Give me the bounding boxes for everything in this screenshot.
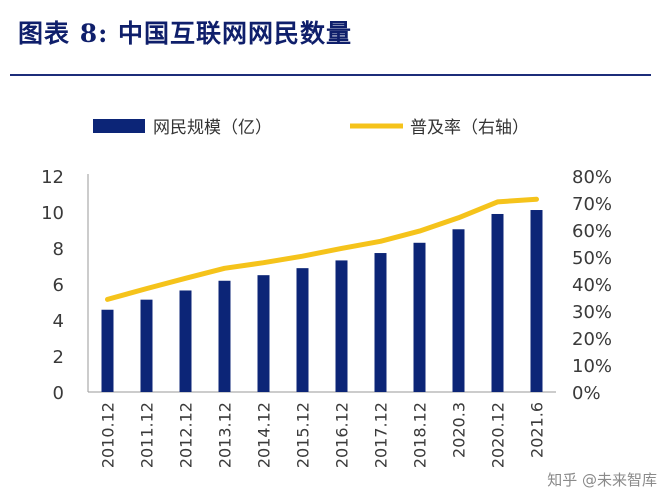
x-tick-label: 2010.12 [99,402,118,468]
x-tick-label: 2017.12 [372,402,391,468]
x-tick-label: 2020.3 [450,402,469,458]
x-tick-label: 2011.12 [138,402,157,468]
y2-tick-label: 30% [572,302,612,323]
bar [335,260,348,392]
y2-tick-label: 10% [572,356,612,377]
line-point [535,197,538,201]
y-tick-label: 4 [53,311,64,332]
line-point [106,297,109,301]
y-tick-label: 2 [53,347,64,368]
bar [179,290,192,392]
line-point [301,254,304,258]
y-tick-label: 8 [53,239,64,260]
line-point [379,239,382,243]
bar [374,253,387,392]
legend-bar-swatch [93,119,145,133]
watermark: 知乎 @未来智库 [547,471,657,489]
x-tick-label: 2014.12 [255,402,274,468]
bar [218,280,231,392]
x-tick-label: 2016.12 [333,402,352,468]
line-point [418,229,421,233]
line-point [184,276,187,280]
y-tick-label: 10 [41,203,64,224]
bar [257,275,270,392]
x-tick-label: 2021.6 [528,402,547,458]
penetration-line [105,196,539,302]
line-point [340,246,343,250]
x-tick-label: 2020.12 [489,402,508,468]
y2-tick-label: 70% [572,194,612,215]
bar [491,213,504,392]
plot-area: 0 2 4 6 8 10 12 0% 10% 20% 30% 40% 50% 60% 70% 80% 2010.… [41,167,612,468]
y2-tick-label: 50% [572,248,612,269]
line-point [262,261,265,265]
figure-title: 图表 8: 中国互联网网民数量 [18,19,353,48]
bar [413,242,426,392]
legend-line-label: 普及率（右轴） [410,118,529,138]
y-tick-label: 6 [53,275,64,296]
line-point [457,216,460,220]
x-tick-label: 2013.12 [216,402,235,468]
x-tick-label: 2012.12 [177,402,196,468]
line-point [496,200,499,204]
legend: 网民规模（亿） 普及率（右轴） [93,118,529,138]
title-divider [10,74,651,76]
bar [140,299,153,392]
y2-tick-label: 40% [572,275,612,296]
y2-tick-label: 0% [572,383,601,404]
x-tick-label: 2015.12 [294,402,313,468]
bar [101,309,114,392]
y2-tick-label: 20% [572,329,612,350]
y2-tick-label: 80% [572,167,612,188]
bar [296,268,309,392]
x-tick-label: 2018.12 [411,402,430,468]
y2-tick-label: 60% [572,221,612,242]
bar [530,210,543,392]
legend-bar-label: 网民规模（亿） [153,118,272,138]
y-tick-label: 0 [53,383,64,404]
y-tick-label: 12 [41,167,64,188]
line-point [223,266,226,270]
bar [452,229,465,392]
line-point [145,287,148,291]
